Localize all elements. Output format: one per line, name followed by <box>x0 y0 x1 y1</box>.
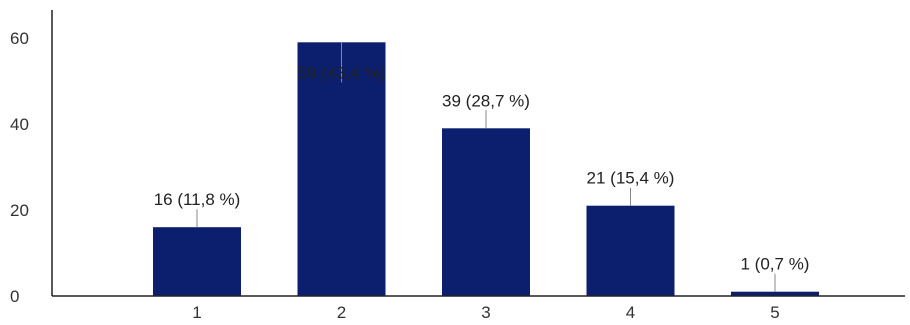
label-leaders-group <box>196 42 776 292</box>
data-label-1: 16 (11,8 %) <box>154 190 241 209</box>
y-tick-label: 40 <box>10 115 29 134</box>
y-tick-label: 20 <box>10 201 29 220</box>
bar-2 <box>297 42 386 296</box>
bar-4 <box>586 205 675 296</box>
y-tick-label: 60 <box>10 29 29 48</box>
x-axis-ticks: 1 2 3 4 5 <box>192 303 779 322</box>
x-tick-label: 4 <box>626 303 635 320</box>
bar-1 <box>153 227 241 296</box>
data-label-4: 21 (15,4 %) <box>587 169 675 188</box>
x-tick-label: 5 <box>770 303 779 320</box>
bar-3 <box>442 128 530 296</box>
data-label-3: 39 (28,7 %) <box>442 91 530 110</box>
x-tick-label: 1 <box>192 303 201 320</box>
bar-5 <box>731 291 819 296</box>
data-label-2: 59 (43,4 %) <box>298 63 386 82</box>
x-tick-label: 2 <box>337 303 346 320</box>
data-labels-group: 16 (11,8 %) 59 (43,4 %) 39 (28,7 %) 21 (15,… <box>154 63 810 273</box>
data-label-5: 1 (0,7 %) <box>741 255 810 274</box>
y-axis-ticks: 0 20 40 60 <box>10 29 29 306</box>
bars-group <box>153 42 819 296</box>
x-tick-label: 3 <box>481 303 490 320</box>
y-tick-label: 0 <box>10 287 19 306</box>
